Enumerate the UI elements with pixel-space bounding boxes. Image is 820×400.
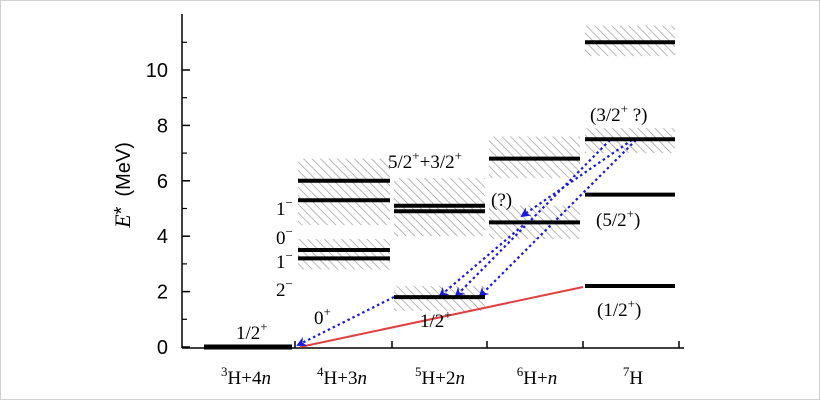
col-label-5h: 5H+2n (415, 364, 465, 389)
level-width-band (298, 158, 390, 198)
y-tick-label: 4 (157, 226, 168, 248)
col-label-6h: 6H+n (517, 364, 557, 389)
decay-arrow-7h-to-5h-b (478, 139, 637, 298)
label-4h-0minus: 0− (276, 224, 293, 249)
label-5h-ground: 1/2+ (420, 307, 452, 332)
label-4h-0plus: 0+ (314, 304, 331, 329)
label-6h-question: (?) (491, 190, 512, 211)
level-width-band (394, 178, 485, 226)
label-7h-5half: (5/2+) (596, 206, 640, 231)
x-axis-category-labels: 3H+4n 4H+3n 5H+2n 6H+n 7H (221, 364, 643, 389)
label-4h-1minus: 1− (276, 248, 293, 273)
y-tick-label: 6 (157, 171, 168, 193)
state-labels: 1/2+ 0+ 1− 0− 1− 2− 1/2+ 5/2++3/2+ (?) (… (236, 101, 647, 344)
col-label-4h: 4H+3n (317, 364, 367, 389)
y-axis-title: E* (MeV) (110, 142, 135, 229)
y-tick-label: 8 (157, 115, 168, 137)
red-connection-line (299, 286, 584, 348)
label-5h-excited: 5/2++3/2+ (388, 148, 462, 173)
decay-arrow-5h-to-4h (296, 296, 395, 346)
decay-arrow-7h-to-5h-a (454, 139, 611, 298)
label-7h-1half: (1/2+) (597, 296, 641, 321)
y-axis-ticks: 0 2 4 6 8 10 (146, 41, 190, 359)
decay-arrow-7h-to-6h (520, 139, 633, 218)
label-4h-2minus: 2− (276, 276, 293, 301)
y-tick-label: 0 (157, 337, 168, 359)
y-tick-label: 10 (146, 60, 168, 82)
decay-arrow-6h-to-5h-a (438, 221, 528, 298)
y-tick-label: 2 (157, 282, 168, 304)
y-axis-title-unit: (MeV) (113, 142, 135, 196)
col-label-3h: 3H+4n (221, 364, 271, 389)
connections (296, 139, 637, 348)
y-axis-title-star: * (111, 206, 133, 214)
level-width-bands (298, 25, 675, 311)
x-axis-ticks (294, 341, 680, 348)
label-3h-ground: 1/2+ (236, 319, 268, 344)
energy-levels (204, 40, 675, 350)
label-4h-1minus-upper: 1− (276, 195, 293, 220)
label-7h-3half: (3/2+ ?) (590, 101, 647, 126)
y-axis-title-var: E (110, 214, 135, 229)
col-label-7h: 7H (623, 364, 644, 389)
